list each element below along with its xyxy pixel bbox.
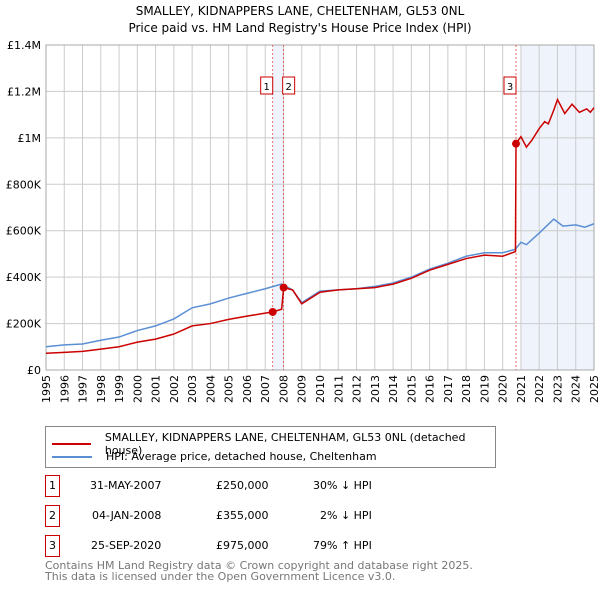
legend-label: SMALLEY, KIDNAPPERS LANE, CHELTENHAM, GL… [104, 431, 466, 457]
price-chart: SMALLEY, KIDNAPPERS LANE, CHELTENHAM, GL… [6, 4, 600, 403]
sale-point [279, 283, 288, 292]
sale-marker-box [503, 76, 517, 95]
x-tick-label: 2001 [150, 375, 163, 403]
x-tick-label: 2003 [186, 375, 199, 403]
x-tick-label: 2021 [515, 375, 528, 403]
sale-date: 31-MAY-2007 [90, 479, 162, 492]
sale-marker: 2 [45, 505, 60, 527]
attribution: Contains HM Land Registry data © Crown c… [45, 560, 473, 582]
sale-price: £975,000 [216, 539, 269, 552]
x-tick-label: 2010 [314, 375, 327, 403]
sale-hpi: 2% ↓ HPI [320, 509, 372, 522]
attribution-line: This data is licensed under the Open Gov… [45, 570, 396, 583]
sale-price: £355,000 [216, 509, 269, 522]
y-tick-label: £200K [6, 318, 42, 331]
plot-frame [45, 44, 595, 371]
sale-marker-label: 2 [285, 82, 291, 93]
x-tick-label: 1996 [58, 375, 71, 403]
legend-swatch-blue [52, 455, 92, 458]
x-tick-label: 2009 [296, 375, 309, 403]
legend-label: HPI: Average price, detached house, Chel… [106, 450, 377, 463]
x-tick-label: 2022 [533, 375, 546, 403]
sale-date: 04-JAN-2008 [92, 509, 162, 522]
sale-marker-box [260, 76, 274, 95]
x-tick-label: 1999 [113, 375, 126, 403]
x-tick-label: 2014 [387, 375, 400, 403]
x-tick-label: 2008 [277, 375, 290, 403]
sale-row: 2 04-JAN-2008 £355,000 2% ↓ HPI [45, 505, 445, 527]
x-tick-label: 2004 [204, 375, 217, 403]
x-tick-label: 2017 [442, 375, 455, 403]
x-tick-label: 2018 [460, 375, 473, 403]
y-tick-label: £1M [18, 132, 42, 145]
sale-marker: 1 [45, 475, 60, 497]
sale-row: 3 25-SEP-2020 £975,000 79% ↑ HPI [45, 535, 445, 557]
price-line [45, 97, 595, 355]
legend: SMALLEY, KIDNAPPERS LANE, CHELTENHAM, GL… [45, 426, 496, 468]
attribution-line: Contains HM Land Registry data © Crown c… [45, 559, 473, 572]
legend-swatch-red [52, 443, 91, 445]
x-tick-label: 2016 [424, 375, 437, 403]
x-tick-label: 2024 [570, 375, 583, 403]
y-tick-label: £600K [6, 225, 42, 238]
y-tick-label: £800K [6, 178, 42, 191]
x-tick-label: 2019 [478, 375, 491, 403]
x-tick-label: 2015 [405, 375, 418, 403]
chart-subtitle: Price paid vs. HM Land Registry's House … [128, 21, 471, 35]
sale-row: 1 31-MAY-2007 £250,000 30% ↓ HPI [45, 475, 445, 497]
sale-marker-box [282, 76, 296, 95]
x-tick-label: 1997 [77, 375, 90, 403]
x-tick-label: 2005 [223, 375, 236, 403]
sale-hpi: 30% ↓ HPI [313, 479, 372, 492]
x-tick-label: 1995 [40, 375, 53, 403]
x-tick-label: 2020 [497, 375, 510, 403]
x-tick-label: 2012 [351, 375, 364, 403]
x-tick-label: 2013 [369, 375, 382, 403]
sale-price: £250,000 [216, 479, 269, 492]
sale-point [512, 139, 521, 148]
x-tick-label: 2023 [551, 375, 564, 403]
sale-marker-label: 1 [264, 82, 270, 93]
legend-item-property: SMALLEY, KIDNAPPERS LANE, CHELTENHAM, GL… [52, 431, 495, 457]
x-tick-label: 2006 [241, 375, 254, 403]
sale-marker: 3 [45, 535, 60, 557]
x-tick-label: 1998 [95, 375, 108, 403]
y-tick-label: £1.4M [7, 39, 41, 52]
chart-title: SMALLEY, KIDNAPPERS LANE, CHELTENHAM, GL… [136, 4, 465, 18]
x-tick-label: 2007 [259, 375, 272, 403]
sale-hpi: 79% ↑ HPI [313, 539, 372, 552]
sale-marker-label: 3 [507, 82, 513, 93]
y-tick-label: £400K [6, 271, 42, 284]
sale-date: 25-SEP-2020 [91, 539, 162, 552]
x-tick-label: 2002 [168, 375, 181, 403]
y-tick-label: £1.2M [7, 85, 41, 98]
y-tick-label: £0 [27, 364, 41, 377]
sale-point [268, 307, 277, 316]
shaded-region [272, 45, 284, 370]
x-tick-label: 2025 [588, 375, 600, 403]
x-tick-label: 2011 [332, 375, 345, 403]
x-tick-label: 2000 [131, 375, 144, 403]
legend-item-hpi: HPI: Average price, detached house, Chel… [52, 450, 377, 463]
